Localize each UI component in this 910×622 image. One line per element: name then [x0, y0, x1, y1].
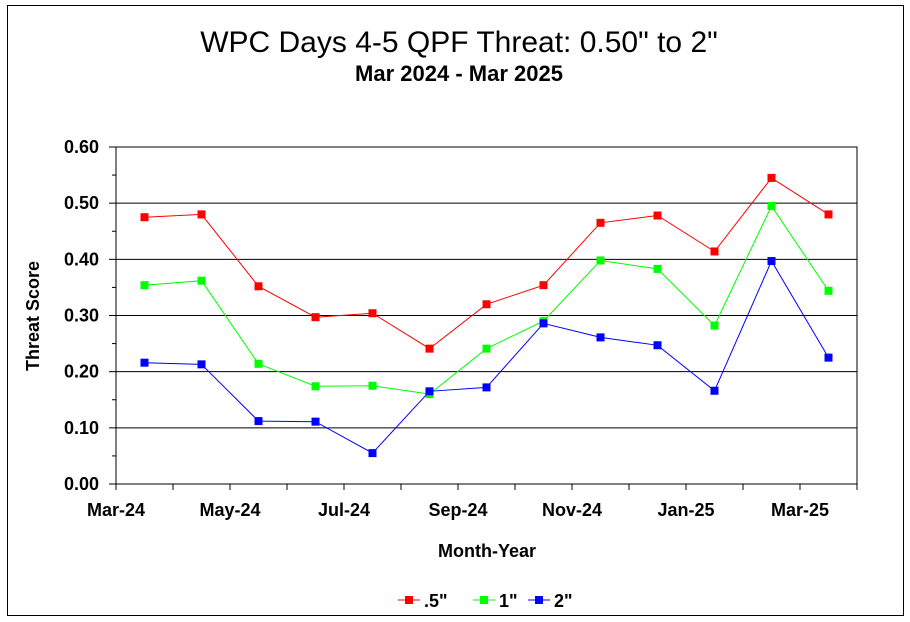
chart-title: WPC Days 4-5 QPF Threat: 0.50" to 2" — [200, 26, 718, 59]
y-axis: 0.00 0.10 0.20 0.30 0.40 0.50 0.60 — [64, 137, 116, 494]
data-point — [710, 247, 719, 256]
data-point — [710, 321, 719, 330]
data-point — [254, 359, 263, 368]
data-point — [653, 341, 662, 350]
data-point — [368, 449, 377, 458]
chart-frame — [7, 5, 904, 616]
series — [140, 173, 833, 353]
data-point — [254, 282, 263, 291]
data-point — [197, 276, 206, 285]
y-tick-label: 0.20 — [64, 362, 99, 382]
data-point — [824, 353, 833, 362]
data-point — [311, 417, 320, 426]
x-tick-label: Mar-25 — [771, 500, 829, 520]
y-tick-label: 0.50 — [64, 193, 99, 213]
x-tick-label: Sep-24 — [428, 500, 487, 520]
data-point — [767, 201, 776, 210]
series-line — [144, 259, 829, 454]
gridlines — [116, 202, 857, 429]
data-point — [824, 210, 833, 219]
data-point — [368, 309, 377, 318]
x-axis: Mar-24 May-24 Jul-24 Sep-24 Nov-24 Jan-25 Mar-… — [87, 484, 858, 520]
data-point — [425, 387, 434, 396]
y-tick-label: 0.60 — [64, 137, 99, 157]
data-point — [140, 213, 149, 222]
series-layer — [140, 173, 833, 458]
data-point — [140, 358, 149, 367]
x-tick-label: Jan-25 — [657, 500, 714, 520]
legend-marker — [535, 596, 543, 604]
data-point — [482, 383, 491, 392]
data-point — [311, 313, 320, 322]
data-point — [254, 417, 263, 426]
data-point — [482, 344, 491, 353]
legend-label: 2" — [554, 591, 573, 611]
data-point — [596, 256, 605, 265]
series — [140, 257, 833, 458]
data-point — [767, 257, 776, 266]
data-point — [311, 382, 320, 391]
data-point — [767, 173, 776, 182]
chart-subtitle: Mar 2024 - Mar 2025 — [355, 61, 563, 86]
data-point — [710, 386, 719, 395]
data-point — [596, 218, 605, 227]
y-tick-label: 0.40 — [64, 249, 99, 269]
data-point — [197, 360, 206, 369]
data-point — [368, 381, 377, 390]
series — [140, 201, 833, 399]
legend-label: .5" — [424, 591, 448, 611]
data-point — [653, 264, 662, 273]
data-point — [539, 281, 548, 290]
data-point — [425, 344, 434, 353]
data-point — [482, 300, 491, 309]
legend-marker — [480, 596, 488, 604]
legend-marker — [405, 596, 413, 604]
data-point — [596, 333, 605, 342]
x-tick-label: Jul-24 — [318, 500, 370, 520]
data-point — [539, 319, 548, 328]
legend: .5" 1" 2" — [398, 591, 573, 611]
x-axis-label: Month-Year — [438, 541, 536, 561]
x-tick-label: May-24 — [199, 500, 260, 520]
y-axis-label: Threat Score — [23, 261, 43, 371]
y-tick-label: 0.30 — [64, 306, 99, 326]
legend-label: 1" — [499, 591, 518, 611]
y-tick-label: 0.00 — [64, 474, 99, 494]
data-point — [197, 210, 206, 219]
x-tick-label: Nov-24 — [542, 500, 602, 520]
data-point — [653, 211, 662, 220]
data-point — [824, 286, 833, 295]
y-tick-label: 0.10 — [64, 418, 99, 438]
data-point — [140, 281, 149, 290]
x-tick-label: Mar-24 — [87, 500, 145, 520]
